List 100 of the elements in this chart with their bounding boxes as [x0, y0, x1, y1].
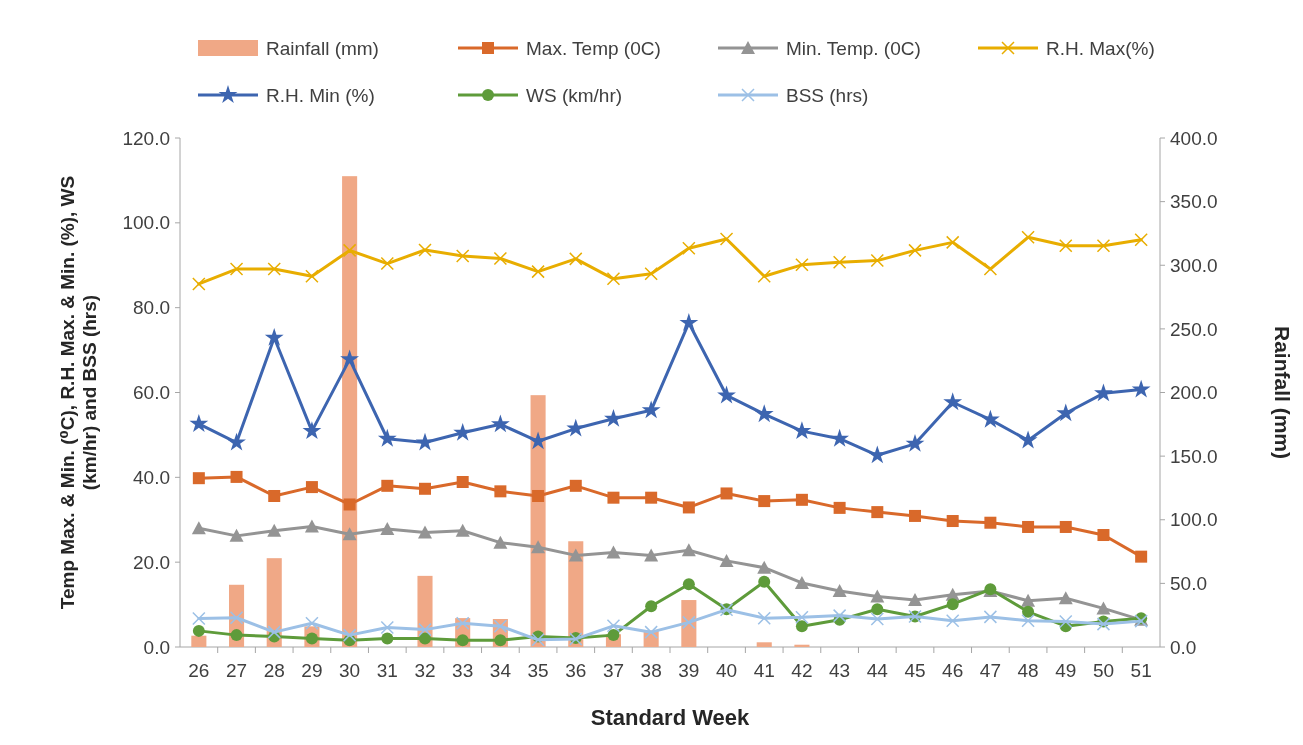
- x-tick-label: 49: [1055, 660, 1077, 681]
- point: [490, 414, 510, 433]
- point: [754, 404, 774, 423]
- point: [418, 243, 432, 257]
- legend-label: BSS (hrs): [786, 84, 869, 106]
- point: [1096, 601, 1111, 615]
- point: [189, 413, 209, 432]
- y-tick-label: 0.0: [143, 636, 170, 658]
- point: [531, 633, 545, 647]
- y2-tick-label: 150.0: [1170, 445, 1218, 467]
- point: [945, 613, 960, 628]
- x-tick-label: 32: [414, 660, 436, 681]
- x-tick-label: 51: [1130, 660, 1152, 681]
- point: [870, 253, 885, 268]
- point: [569, 252, 583, 266]
- point: [1094, 383, 1113, 402]
- point: [984, 516, 997, 529]
- x-tick-label: 36: [565, 660, 587, 681]
- y2-tick-label: 50.0: [1170, 573, 1207, 595]
- point: [795, 493, 808, 506]
- point: [905, 433, 925, 452]
- point: [945, 235, 960, 250]
- point: [267, 523, 282, 537]
- point: [456, 634, 469, 647]
- point: [305, 481, 318, 494]
- point: [946, 598, 959, 611]
- point: [604, 408, 623, 427]
- point: [455, 249, 470, 263]
- point: [758, 495, 771, 508]
- point: [607, 491, 620, 504]
- point: [493, 251, 508, 266]
- point: [569, 479, 582, 492]
- point: [792, 421, 812, 440]
- point: [1021, 593, 1036, 607]
- point: [192, 611, 206, 626]
- point: [191, 521, 206, 535]
- x-tick-label: 37: [602, 660, 625, 681]
- point: [795, 610, 809, 625]
- point: [1059, 238, 1073, 253]
- y2-tick-label: 200.0: [1170, 382, 1218, 404]
- point: [645, 491, 658, 504]
- point: [717, 385, 736, 404]
- point: [229, 262, 244, 276]
- point: [641, 400, 661, 419]
- point: [1022, 605, 1035, 618]
- point: [1018, 430, 1038, 449]
- x-axis-title: Standard Week: [590, 705, 751, 730]
- point: [192, 277, 206, 291]
- point: [419, 632, 431, 645]
- y-tick-label: 80.0: [133, 297, 170, 319]
- x-tick-label: 38: [640, 660, 662, 681]
- bar: [756, 642, 772, 647]
- point: [983, 610, 998, 624]
- point: [1021, 230, 1035, 245]
- point: [607, 629, 620, 642]
- point: [304, 519, 319, 533]
- point: [380, 620, 395, 635]
- bar: [191, 635, 207, 647]
- point: [832, 255, 847, 270]
- point: [682, 578, 695, 591]
- point: [455, 523, 470, 537]
- x-tick-label: 35: [527, 660, 549, 681]
- point: [682, 501, 695, 514]
- y2-tick-label: 250.0: [1170, 318, 1218, 340]
- point: [943, 392, 963, 411]
- point: [377, 428, 397, 447]
- point: [264, 327, 284, 346]
- point: [720, 487, 733, 500]
- point: [380, 256, 395, 271]
- point: [230, 470, 243, 483]
- point: [606, 619, 621, 633]
- y2-axis-title: Rainfall (mm): [1271, 325, 1294, 460]
- point: [453, 422, 473, 441]
- point: [343, 498, 356, 511]
- point: [340, 349, 360, 368]
- point: [1059, 614, 1073, 629]
- point: [758, 575, 771, 588]
- point: [908, 592, 922, 606]
- point: [757, 611, 771, 625]
- point: [1058, 591, 1073, 605]
- x-tick-label: 42: [791, 660, 813, 681]
- point: [566, 418, 586, 437]
- point: [342, 527, 357, 541]
- point: [606, 545, 621, 559]
- point: [871, 506, 884, 519]
- point: [832, 608, 847, 623]
- point: [908, 243, 922, 258]
- point: [192, 472, 205, 485]
- y-tick-label: 100.0: [122, 212, 170, 234]
- x-tick-label: 33: [452, 660, 474, 681]
- x-tick-label: 45: [904, 660, 926, 681]
- point: [757, 560, 772, 574]
- point: [230, 629, 243, 642]
- point: [531, 264, 545, 279]
- point: [302, 421, 322, 440]
- x-tick-label: 50: [1092, 660, 1115, 681]
- point: [494, 485, 507, 498]
- point: [267, 625, 281, 639]
- x-tick-label: 43: [829, 660, 851, 681]
- point: [229, 610, 244, 625]
